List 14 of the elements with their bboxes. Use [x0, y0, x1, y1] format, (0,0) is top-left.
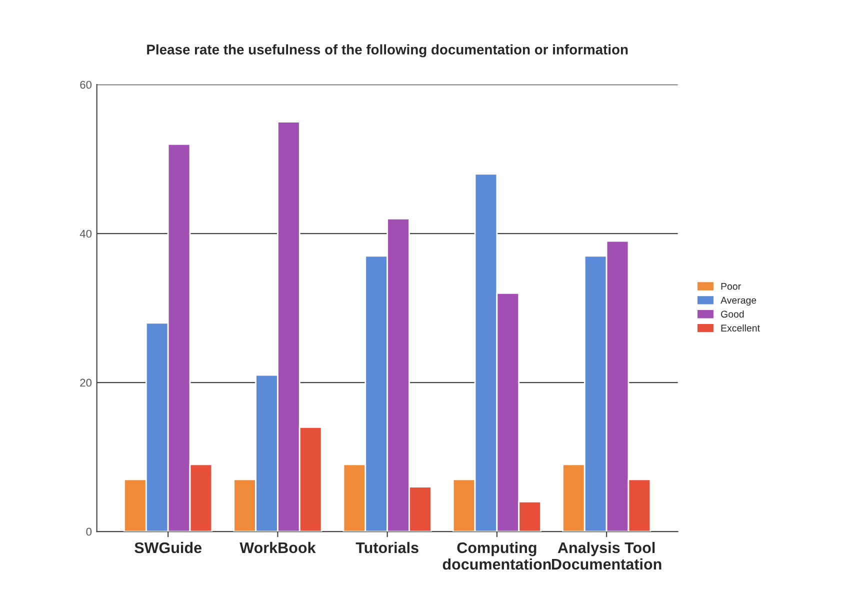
- y-tick-label: 20: [80, 378, 92, 387]
- legend-label: Good: [721, 310, 744, 318]
- y-tick-label: 60: [80, 80, 92, 89]
- legend-label: Average: [720, 296, 756, 306]
- x-tick-label: SWGuide: [134, 542, 202, 554]
- legend-label: Excellent: [721, 324, 760, 332]
- x-tick-label: Computing documentation: [442, 542, 551, 570]
- y-tick-label: 0: [86, 528, 92, 536]
- y-tick-label: 40: [80, 230, 92, 238]
- x-tick-label: Analysis Tool Documentation: [552, 542, 662, 570]
- x-tick-label: WorkBook: [240, 542, 316, 554]
- legend-label: Poor: [721, 282, 741, 290]
- chart-title: Please rate the usefulness of the following documentation or information: [147, 44, 628, 58]
- x-tick-label: Tutorials: [356, 542, 418, 554]
